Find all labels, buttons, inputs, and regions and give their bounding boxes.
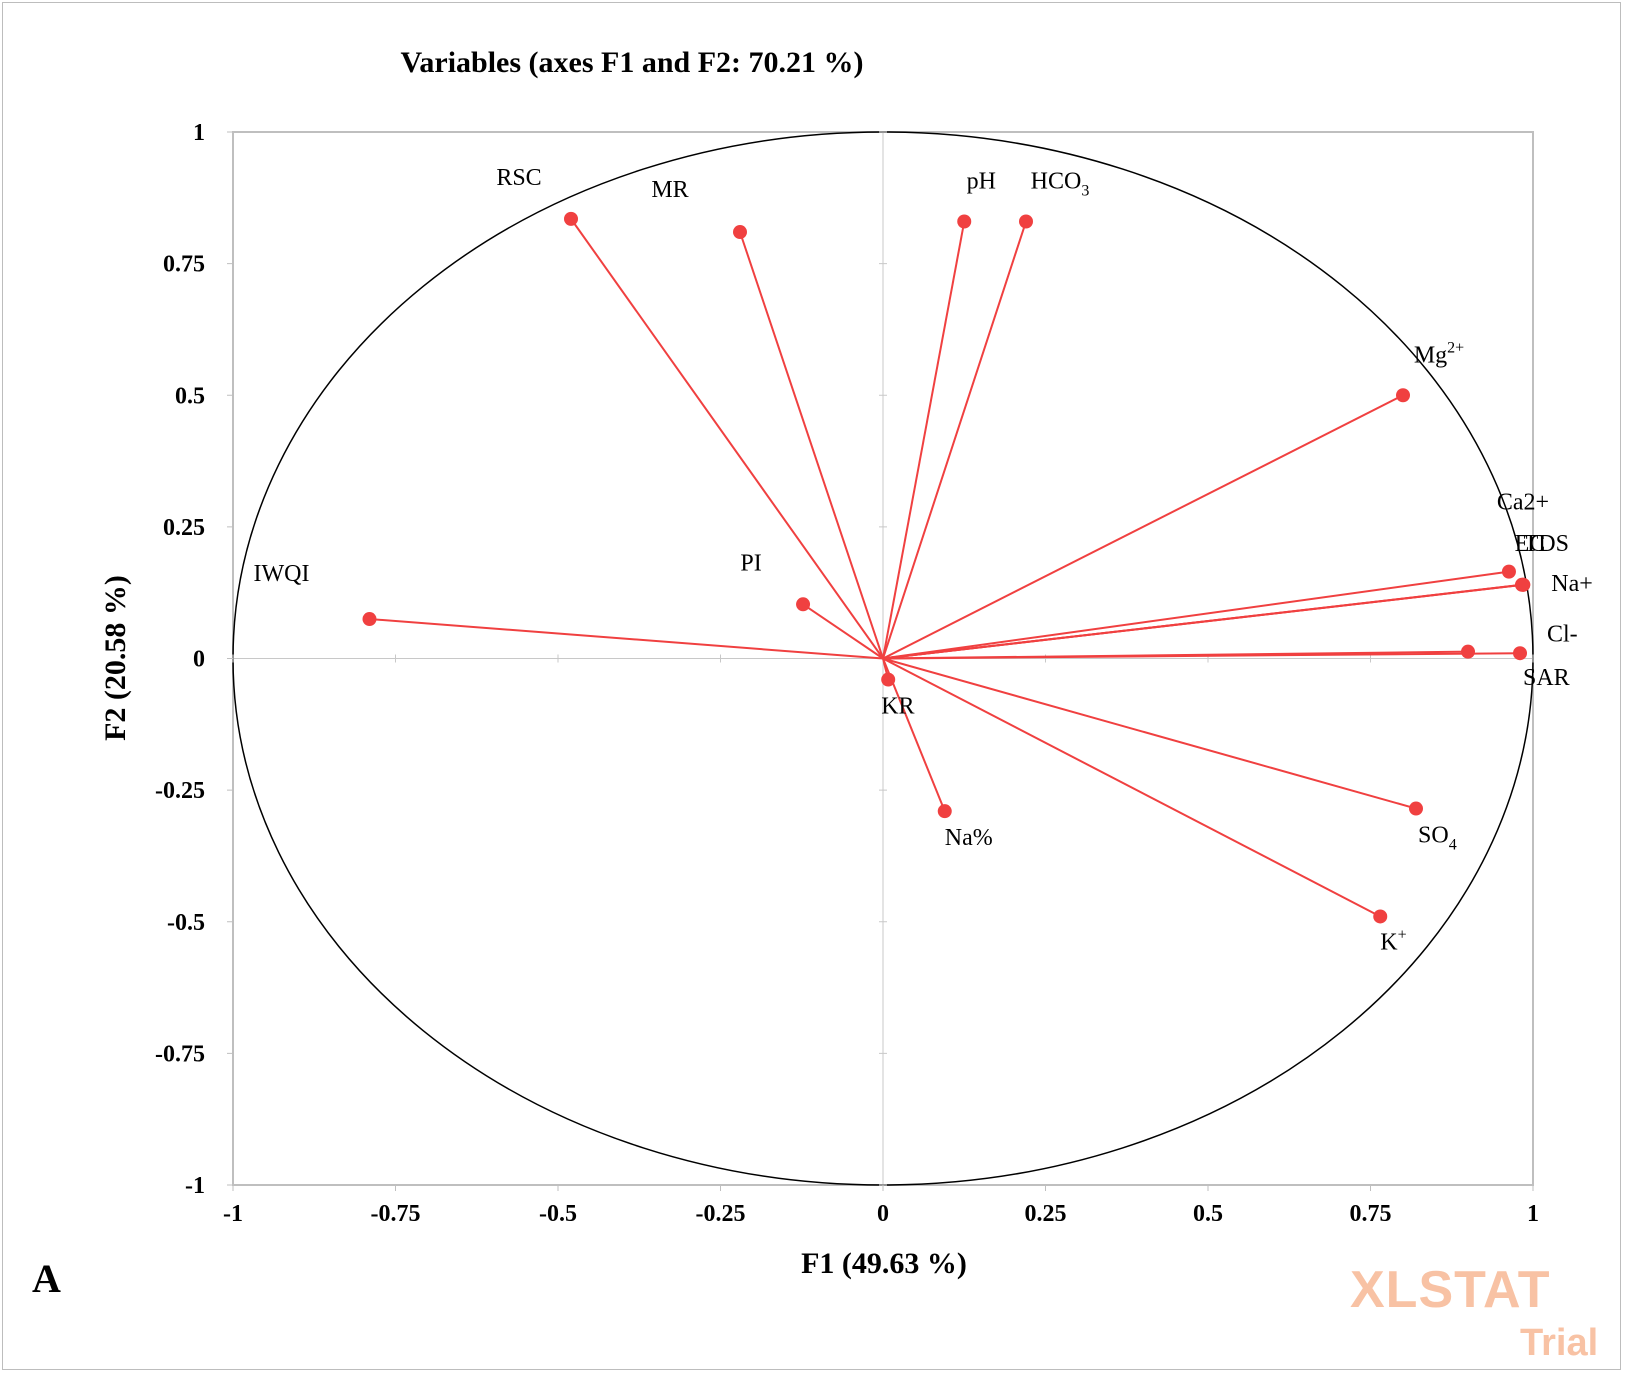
watermark-trial: Trial bbox=[1520, 1322, 1599, 1364]
y-tick-label: -0.75 bbox=[155, 1041, 205, 1067]
label-k: K+ bbox=[1380, 926, 1406, 955]
label-pi: PI bbox=[740, 550, 761, 576]
x-tick-label: 1 bbox=[1527, 1201, 1539, 1227]
vector-ca2 bbox=[882, 570, 1510, 660]
y-tick-label: 0.5 bbox=[175, 383, 205, 409]
label-rsc: RSC bbox=[496, 165, 541, 191]
vector-rsc bbox=[570, 218, 884, 660]
point-cl bbox=[1461, 644, 1475, 659]
x-tick-label: -0.5 bbox=[539, 1201, 577, 1227]
vector-mg bbox=[882, 394, 1404, 660]
label-na: Na% bbox=[945, 825, 993, 851]
label-na: Na+ bbox=[1551, 571, 1593, 597]
point-ca2 bbox=[1501, 564, 1516, 579]
point-hco bbox=[1019, 214, 1033, 229]
label-kr: KR bbox=[881, 694, 914, 720]
label-iwqi: IWQI bbox=[254, 561, 310, 587]
point-mr bbox=[733, 225, 747, 240]
vector-ph bbox=[882, 221, 966, 659]
label-so: SO4 bbox=[1418, 823, 1457, 854]
x-tick-label: -0.25 bbox=[696, 1201, 746, 1227]
label-hco: HCO3 bbox=[1031, 169, 1090, 200]
vector-k bbox=[882, 657, 1381, 918]
point-rsc bbox=[564, 211, 578, 226]
y-tick-label: -0.5 bbox=[167, 910, 205, 936]
x-tick-label: 0.5 bbox=[1193, 1201, 1223, 1227]
x-axis-label: F1 (49.63 %) bbox=[801, 1247, 967, 1280]
label-cl: Cl- bbox=[1547, 622, 1578, 648]
y-axis-label: F2 (20.58 %) bbox=[99, 575, 132, 741]
x-tick-label: 0.25 bbox=[1025, 1201, 1067, 1227]
label-sar: SAR bbox=[1523, 665, 1570, 691]
label-ec: EC bbox=[1515, 531, 1546, 557]
point-so bbox=[1409, 801, 1423, 816]
point-mg bbox=[1396, 388, 1410, 403]
x-tick-label: 0.75 bbox=[1350, 1201, 1392, 1227]
point-na bbox=[937, 804, 952, 819]
label-ph: pH bbox=[967, 169, 996, 195]
point-iwqi bbox=[362, 612, 377, 627]
chart-title: Variables (axes F1 and F2: 70.21 %) bbox=[400, 46, 863, 79]
y-tick-label: 0.25 bbox=[163, 515, 205, 541]
x-tick-label: 0 bbox=[877, 1201, 889, 1227]
label-mr: MR bbox=[651, 177, 688, 203]
point-k bbox=[1373, 909, 1388, 924]
y-tick-label: 1 bbox=[193, 120, 205, 146]
x-tick-label: -0.75 bbox=[371, 1201, 421, 1227]
point-sar bbox=[1513, 646, 1527, 661]
vector-na bbox=[882, 583, 1524, 660]
point-pi bbox=[796, 597, 811, 612]
vector-hco bbox=[882, 221, 1027, 659]
y-tick-label: 0.75 bbox=[163, 252, 205, 278]
y-tick-label: -1 bbox=[185, 1173, 205, 1199]
label-ca2: Ca2+ bbox=[1497, 490, 1549, 516]
y-tick-label: 0 bbox=[193, 647, 205, 673]
label-tds: TDS bbox=[1524, 531, 1569, 557]
vector-so bbox=[882, 657, 1417, 810]
x-tick-label: -1 bbox=[223, 1201, 243, 1227]
point-kr bbox=[881, 672, 896, 687]
point-ph bbox=[957, 214, 972, 229]
label-mg: Mg2+ bbox=[1414, 339, 1464, 368]
vector-iwqi bbox=[369, 618, 884, 660]
panel-letter: A bbox=[32, 1256, 61, 1301]
watermark-xlstat: XLSTAT bbox=[1350, 1261, 1551, 1319]
y-tick-label: -0.25 bbox=[155, 778, 205, 804]
vector-sar bbox=[882, 652, 1521, 660]
vector-pi bbox=[802, 603, 884, 660]
vector-mr bbox=[739, 231, 884, 659]
point-na bbox=[1516, 577, 1531, 592]
